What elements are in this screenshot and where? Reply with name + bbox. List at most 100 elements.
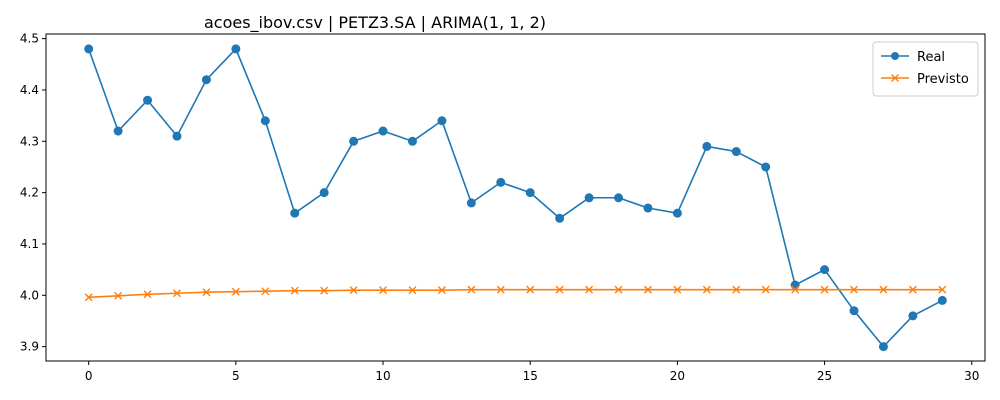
data-point xyxy=(673,285,682,294)
x-tick-label: 30 xyxy=(964,369,979,383)
marker-stroke xyxy=(84,293,93,302)
data-point xyxy=(850,285,859,294)
axes-frame xyxy=(45,33,986,362)
marker-stroke xyxy=(879,285,888,294)
y-tick-label: 4.3 xyxy=(20,134,39,148)
plot-area xyxy=(84,44,947,352)
data-point xyxy=(114,291,123,300)
data-point xyxy=(202,288,211,297)
data-point xyxy=(231,287,240,296)
legend: Real Previsto xyxy=(872,41,979,97)
data-point xyxy=(702,141,712,151)
data-point xyxy=(879,285,888,294)
data-point xyxy=(791,285,800,294)
data-point xyxy=(378,126,388,136)
marker-stroke xyxy=(643,285,652,294)
axes: 0 5 10 15 20 25 30 3.9 4.0 4.1 4.2 4.3 4.4 4.5 xyxy=(20,32,986,383)
marker-stroke xyxy=(938,285,947,294)
marker-stroke xyxy=(496,285,505,294)
data-point xyxy=(937,295,947,305)
marker-stroke xyxy=(379,286,388,295)
data-point xyxy=(143,290,152,299)
chart-title: acoes_ibov.csv | PETZ3.SA | ARIMA(1, 1, … xyxy=(204,13,546,33)
data-point xyxy=(379,286,388,295)
x-tick-label: 15 xyxy=(523,369,538,383)
data-point xyxy=(319,188,329,198)
legend-label: Previsto xyxy=(917,72,969,87)
x-tick-label: 25 xyxy=(817,369,832,383)
series-real xyxy=(84,44,947,352)
data-point xyxy=(878,342,888,352)
marker-stroke xyxy=(202,288,211,297)
y-tick-label: 4.2 xyxy=(20,186,39,200)
data-point xyxy=(349,136,359,146)
marker-stroke xyxy=(526,285,535,294)
marker-stroke xyxy=(732,285,741,294)
data-point xyxy=(820,285,829,294)
data-point xyxy=(84,293,93,302)
data-point xyxy=(525,188,535,198)
series-line-previsto xyxy=(88,288,943,299)
data-point xyxy=(555,285,564,294)
data-point xyxy=(585,285,594,294)
data-point xyxy=(466,198,476,208)
data-point xyxy=(201,75,211,85)
data-point xyxy=(84,44,94,54)
series-line-real xyxy=(87,48,943,348)
series-previsto xyxy=(84,285,947,302)
data-point xyxy=(761,162,771,172)
legend-marker xyxy=(891,74,899,82)
marker-stroke xyxy=(761,285,770,294)
marker-stroke xyxy=(555,285,564,294)
data-point xyxy=(320,286,329,295)
data-point xyxy=(643,285,652,294)
data-point xyxy=(584,193,594,203)
data-point xyxy=(702,285,711,294)
data-point xyxy=(820,265,830,275)
x-tick-label: 5 xyxy=(232,369,240,383)
marker-stroke xyxy=(437,286,446,295)
x-tick-label: 20 xyxy=(670,369,685,383)
data-point xyxy=(908,311,918,321)
data-point xyxy=(290,286,299,295)
data-point xyxy=(113,126,123,136)
legend-item-previsto: Previsto xyxy=(881,72,969,87)
marker-stroke xyxy=(850,285,859,294)
data-point xyxy=(407,136,417,146)
data-point xyxy=(437,116,447,126)
data-point xyxy=(467,285,476,294)
marker-stroke xyxy=(320,286,329,295)
data-point xyxy=(437,286,446,295)
marker-stroke xyxy=(231,287,240,296)
x-tick-label: 10 xyxy=(375,369,390,383)
marker-stroke xyxy=(791,285,800,294)
data-point xyxy=(526,285,535,294)
legend-label: Real xyxy=(917,50,945,65)
marker-stroke xyxy=(820,285,829,294)
data-point xyxy=(496,285,505,294)
y-tick-label: 4.0 xyxy=(20,288,39,302)
y-tick-label: 4.5 xyxy=(20,32,39,46)
x-tick-label: 0 xyxy=(85,369,93,383)
data-point xyxy=(496,177,506,187)
data-point xyxy=(555,213,565,223)
y-tick-label: 3.9 xyxy=(20,340,39,354)
data-point xyxy=(260,116,270,126)
data-point xyxy=(349,286,358,295)
data-point xyxy=(731,147,741,157)
legend-item-real: Real xyxy=(881,50,945,65)
data-point xyxy=(143,95,153,105)
marker-stroke xyxy=(290,286,299,295)
marker-stroke xyxy=(261,287,270,296)
marker-stroke xyxy=(143,290,152,299)
data-point xyxy=(172,131,182,141)
data-point xyxy=(938,285,947,294)
marker-stroke xyxy=(408,286,417,295)
legend-marker xyxy=(891,52,899,60)
data-point xyxy=(643,203,653,213)
data-point xyxy=(614,285,623,294)
y-tick-label: 4.4 xyxy=(20,83,39,97)
data-point xyxy=(172,289,181,298)
